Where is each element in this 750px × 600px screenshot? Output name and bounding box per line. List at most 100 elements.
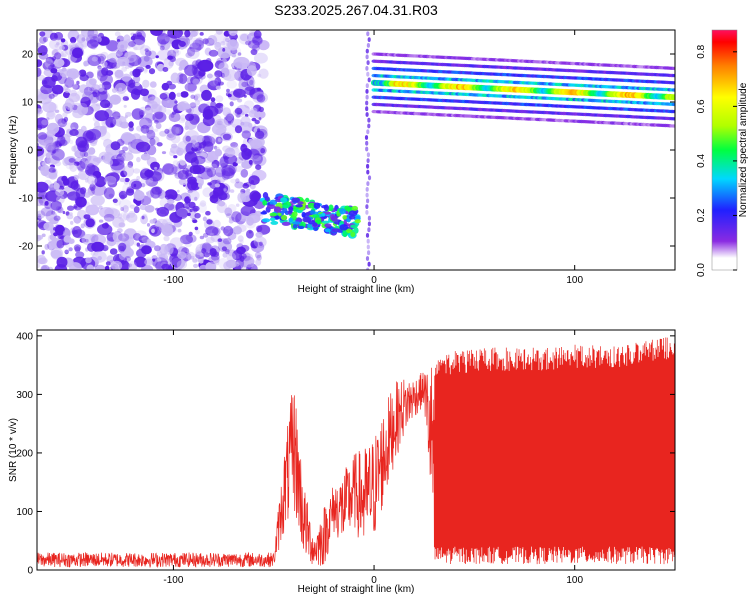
noise-blob xyxy=(141,215,145,220)
noise-blob xyxy=(37,59,43,67)
noise-blob xyxy=(79,84,89,94)
lower-band-blob xyxy=(264,196,270,202)
noise-blob xyxy=(47,266,54,270)
noise-blob xyxy=(168,112,181,123)
noise-blob xyxy=(50,200,62,211)
streak-blob xyxy=(367,77,371,83)
noise-blob xyxy=(39,31,46,37)
lower-band-blob xyxy=(346,228,352,234)
lower-band-blob xyxy=(321,220,330,224)
noise-blob xyxy=(120,170,128,178)
noise-blob xyxy=(110,154,125,166)
noise-blob xyxy=(67,205,75,211)
harmonic-blob xyxy=(671,66,675,71)
noise-blob xyxy=(119,177,126,183)
noise-blob xyxy=(67,30,80,41)
noise-blob xyxy=(161,218,173,230)
noise-blob xyxy=(236,243,244,250)
noise-blob xyxy=(143,68,148,74)
noise-blob xyxy=(197,202,207,213)
noise-blob xyxy=(167,198,175,205)
noise-blob xyxy=(75,251,85,259)
noise-blob xyxy=(140,178,150,186)
noise-blob xyxy=(37,198,44,207)
streak-blob xyxy=(365,204,369,210)
noise-blob xyxy=(202,141,214,153)
noise-blob xyxy=(132,33,136,37)
noise-blob xyxy=(226,88,230,93)
streak-blob xyxy=(367,123,371,129)
lower-band-blob xyxy=(292,221,301,225)
noise-blob xyxy=(62,157,70,167)
y-tick-label: 100 xyxy=(16,507,33,518)
noise-blob xyxy=(68,158,76,163)
lower-band-blob xyxy=(313,202,321,209)
noise-blob xyxy=(215,95,224,103)
noise-blob xyxy=(39,36,47,44)
noise-blob xyxy=(83,86,93,96)
noise-blob xyxy=(214,42,222,51)
noise-blob xyxy=(215,127,226,137)
noise-blob xyxy=(214,77,222,86)
noise-blob xyxy=(192,39,205,51)
noise-blob xyxy=(227,249,238,257)
noise-blob xyxy=(85,218,95,228)
noise-blob xyxy=(174,172,178,176)
lower-band-blob xyxy=(280,214,288,221)
noise-blob xyxy=(165,222,173,230)
noise-blob xyxy=(104,265,110,270)
lower-band-blob xyxy=(281,221,291,226)
noise-blob xyxy=(225,213,232,218)
noise-blob xyxy=(69,262,82,270)
noise-blob xyxy=(123,52,137,63)
colorbar-tick-label: 0.8 xyxy=(696,44,707,58)
noise-blob xyxy=(116,39,121,43)
noise-blob xyxy=(141,183,146,188)
noise-blob xyxy=(195,37,204,47)
streak-blob xyxy=(365,112,369,117)
streak-blob xyxy=(366,71,370,77)
noise-blob xyxy=(69,212,73,216)
noise-blob xyxy=(225,259,237,269)
noise-blob xyxy=(81,30,95,38)
noise-blob xyxy=(240,215,245,219)
noise-blob xyxy=(201,248,207,254)
noise-blob xyxy=(180,114,187,122)
noise-blob xyxy=(223,188,227,192)
noise-blob xyxy=(98,66,102,71)
noise-blob xyxy=(194,93,201,99)
noise-blob xyxy=(63,116,69,122)
noise-blob xyxy=(133,206,140,214)
noise-blob xyxy=(81,234,95,245)
noise-blob xyxy=(175,126,182,135)
noise-blob xyxy=(196,135,205,143)
noise-blob xyxy=(178,41,186,47)
noise-blob xyxy=(122,212,131,221)
noise-blob xyxy=(103,138,113,149)
noise-blob xyxy=(144,258,154,266)
streak-blob xyxy=(365,256,370,261)
x-tick-label: 100 xyxy=(566,275,583,286)
noise-blob xyxy=(43,139,56,151)
noise-blob xyxy=(237,235,244,242)
noise-blob xyxy=(192,258,198,263)
noise-blob xyxy=(212,227,221,236)
noise-blob xyxy=(164,128,170,134)
noise-blob xyxy=(149,81,157,88)
noise-blob xyxy=(177,170,189,180)
noise-blob xyxy=(111,260,123,270)
colorbar-ticks: 0.0 0.2 0.4 0.6 0.8 xyxy=(696,44,737,277)
noise-blob xyxy=(97,223,113,236)
noise-blob xyxy=(255,225,263,232)
noise-blob xyxy=(105,70,114,76)
noise-blob xyxy=(217,46,232,59)
noise-blob xyxy=(80,96,91,108)
noise-blob xyxy=(163,235,170,242)
noise-blob xyxy=(57,134,64,140)
noise-blob xyxy=(168,83,177,90)
noise-blob xyxy=(167,194,174,200)
noise-blob xyxy=(52,91,59,97)
lower-band-blob xyxy=(282,204,290,209)
noise-blob xyxy=(260,148,266,154)
